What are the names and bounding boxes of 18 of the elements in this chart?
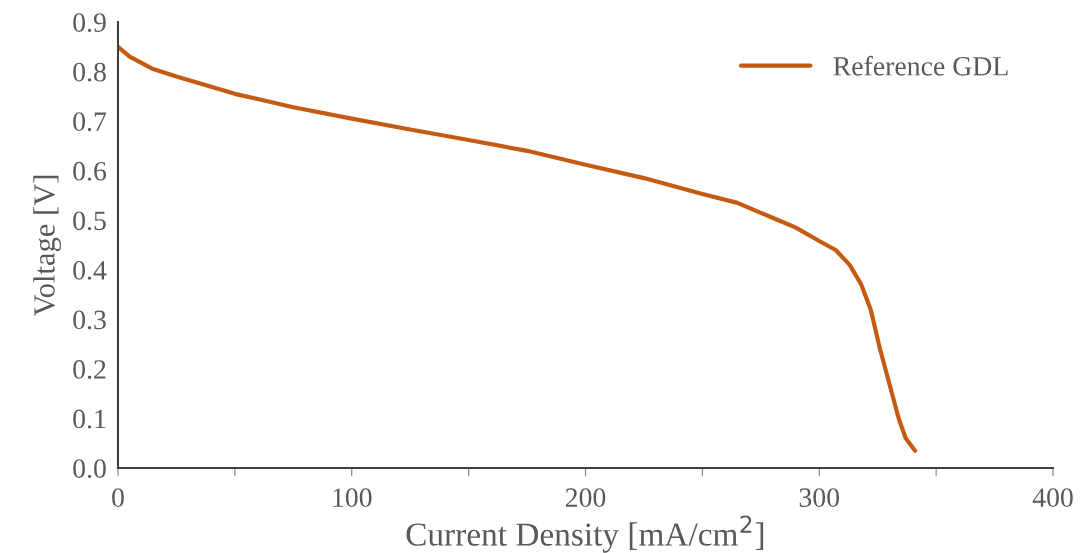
y-tick-label: 0.3 (73, 310, 106, 330)
x-axis-title: Current Density [mA/cm$^{2}$] (406, 515, 764, 553)
x-tick-label: 400 (1032, 488, 1073, 507)
y-tick-label: 0.0 (73, 459, 106, 479)
x-tick-label: 0 (112, 488, 124, 507)
x-tick-label: 300 (799, 488, 840, 507)
y-tick-label: 0.5 (73, 211, 106, 231)
y-tick-label: 0.7 (73, 112, 107, 132)
y-tick-label: 0.6 (73, 161, 107, 181)
x-tick-label: 100 (333, 488, 372, 507)
x-tick-label: 200 (565, 488, 606, 507)
y-tick-label: 0.9 (73, 13, 106, 33)
y-tick-label: 0.2 (73, 360, 106, 379)
legend-label: Reference GDL (833, 55, 1008, 76)
y-tick-label: 0.4 (73, 260, 107, 280)
y-tick-label: 0.8 (73, 62, 106, 82)
y-tick-label: 0.1 (73, 409, 106, 429)
y-axis-title: Voltage [V] (33, 175, 62, 317)
